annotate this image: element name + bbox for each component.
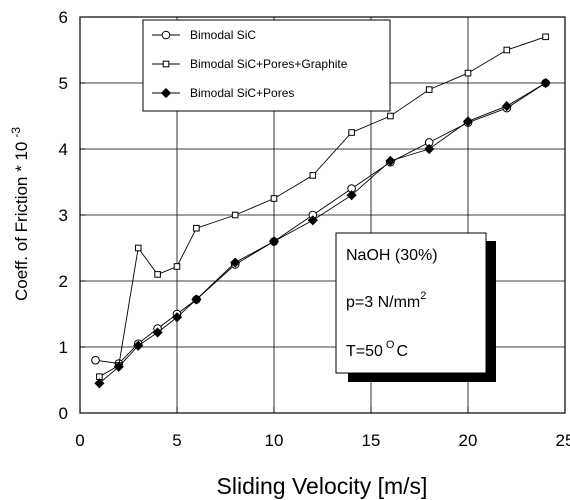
diamond-marker bbox=[307, 215, 318, 226]
square-marker bbox=[387, 112, 394, 120]
diamond-marker bbox=[462, 116, 474, 127]
diamond-marker bbox=[268, 236, 280, 247]
x-axis-title: Sliding Velocity [m/s] bbox=[217, 473, 428, 499]
legend-item: Bimodal SiC+Pores bbox=[152, 86, 294, 100]
diamond-marker bbox=[540, 77, 551, 89]
y-tick-label: 4 bbox=[59, 140, 68, 159]
conditions-box: NaOH (30%) p=3 N/mm2 T=50 O C bbox=[335, 232, 496, 382]
data-series bbox=[91, 33, 551, 389]
y-axis-title: Coeff. of Friction * 10-3 bbox=[9, 127, 31, 301]
legend-label: Bimodal SiC+Pores+Graphite bbox=[190, 57, 348, 71]
diamond-marker bbox=[152, 327, 163, 338]
x-tick-label: 5 bbox=[172, 431, 181, 450]
diamond-marker bbox=[171, 312, 183, 323]
x-tick-label: 20 bbox=[459, 431, 478, 450]
diamond-marker bbox=[230, 257, 241, 268]
square-marker bbox=[270, 195, 278, 202]
diamond-marker bbox=[385, 155, 396, 166]
circle-marker bbox=[161, 30, 171, 40]
square-marker bbox=[542, 33, 549, 41]
square-marker bbox=[154, 271, 161, 278]
series-diamond bbox=[94, 77, 551, 389]
y-tick-label: 2 bbox=[59, 272, 68, 291]
x-tick-label: 25 bbox=[556, 431, 570, 450]
square-marker bbox=[231, 211, 239, 219]
legend-label: Bimodal SiC bbox=[190, 28, 256, 42]
diamond-marker bbox=[94, 378, 105, 389]
legend: Bimodal SiC Bimodal SiC+Pores+Graphite Bim… bbox=[142, 19, 391, 112]
y-tick-label: 1 bbox=[59, 338, 68, 357]
circle-marker bbox=[91, 355, 100, 365]
diamond-marker bbox=[160, 87, 172, 99]
square-marker bbox=[309, 172, 317, 179]
y-tick-label: 0 bbox=[59, 404, 68, 423]
square-marker bbox=[134, 244, 142, 252]
square-marker bbox=[162, 60, 170, 68]
diamond-marker bbox=[424, 143, 435, 155]
square-marker bbox=[503, 46, 511, 54]
legend-label: Bimodal SiC+Pores bbox=[190, 86, 294, 100]
diamond-marker bbox=[133, 340, 144, 351]
diamond-marker bbox=[191, 294, 202, 305]
square-marker bbox=[425, 86, 433, 93]
square-marker bbox=[173, 263, 181, 270]
x-tick-label: 15 bbox=[362, 431, 381, 450]
y-tick-label: 3 bbox=[59, 206, 68, 225]
legend-item: Bimodal SiC+Pores+Graphite bbox=[152, 57, 348, 71]
diamond-marker bbox=[501, 101, 512, 112]
conditions-box-frame bbox=[335, 232, 487, 374]
legend-item: Bimodal SiC bbox=[152, 28, 256, 42]
condition-temperature: T=50 O C bbox=[346, 339, 408, 360]
x-tick-label: 0 bbox=[75, 431, 84, 450]
condition-pressure: p=3 N/mm2 bbox=[346, 290, 426, 311]
x-tick-label: 10 bbox=[265, 431, 284, 450]
y-tick-label: 5 bbox=[59, 74, 68, 93]
square-marker bbox=[348, 129, 355, 136]
legend-frame bbox=[142, 19, 391, 112]
axis-ticks: 0 5 10 15 20 25 0 1 2 3 4 5 6 bbox=[59, 8, 570, 450]
diamond-marker bbox=[113, 361, 124, 372]
square-marker bbox=[464, 69, 472, 77]
square-marker bbox=[193, 224, 200, 232]
y-tick-label: 6 bbox=[59, 8, 68, 27]
diamond-marker bbox=[346, 190, 357, 201]
condition-medium: NaOH (30%) bbox=[346, 247, 438, 264]
